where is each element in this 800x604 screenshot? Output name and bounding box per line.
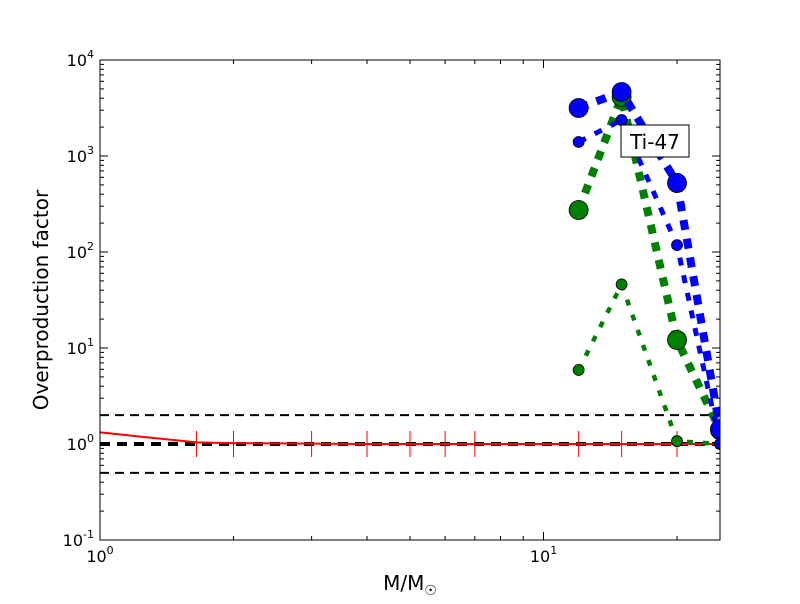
data-point-green-large — [568, 200, 589, 220]
y-axis-label: Overproduction factor — [29, 189, 53, 410]
series-line-green-large — [574, 83, 720, 432]
x-tick-exponent: 0 — [107, 544, 114, 557]
y-tick-exponent: 1 — [87, 336, 94, 349]
data-point-green-large — [667, 330, 687, 350]
data-point-blue-small — [572, 136, 585, 148]
annotation-box: Ti-47 — [620, 124, 690, 158]
y-tick-exponent: 2 — [87, 240, 94, 253]
data-point-green-small — [615, 278, 628, 291]
y-tick-exponent: 4 — [87, 48, 94, 61]
y-tick-label: 100 — [67, 432, 94, 454]
y-tick-base: 10 — [67, 51, 87, 70]
y-tick-base: 10 — [67, 435, 87, 454]
y-tick-exponent: -1 — [83, 528, 94, 541]
annotation-label: Ti-47 — [629, 130, 680, 154]
x-tick-label: 100 — [86, 544, 113, 566]
series-line-blue-small — [577, 116, 720, 445]
data-point-blue-large — [568, 98, 589, 118]
y-tick-label: 104 — [67, 48, 94, 70]
y-tick-label: 101 — [67, 336, 94, 358]
y-tick-label: 103 — [67, 144, 94, 166]
data-point-green-small — [572, 364, 585, 376]
data-point-blue-small — [615, 114, 628, 126]
series-line-green-small — [576, 278, 720, 447]
y-tick-base: 10 — [63, 531, 83, 550]
y-tick-label: 102 — [67, 240, 94, 262]
y-tick-base: 10 — [67, 339, 87, 358]
series-line-red-solar — [100, 431, 720, 445]
x-axis-label: M/M☉ — [383, 571, 437, 599]
data-point-green-small — [671, 435, 683, 448]
x-tick-label: 101 — [530, 544, 557, 566]
x-tick-base: 10 — [530, 547, 550, 566]
data-point-blue-large — [710, 419, 720, 439]
data-point-blue-large — [611, 82, 632, 102]
y-tick-exponent: 0 — [87, 432, 94, 445]
y-tick-label: 10-1 — [63, 528, 94, 550]
data-point-blue-small — [671, 239, 683, 251]
y-tick-base: 10 — [67, 147, 87, 166]
y-tick-base: 10 — [67, 243, 87, 262]
data-point-blue-large — [667, 173, 687, 193]
y-tick-exponent: 3 — [87, 144, 94, 157]
x-tick-exponent: 1 — [550, 544, 557, 557]
x-tick-base: 10 — [86, 547, 106, 566]
